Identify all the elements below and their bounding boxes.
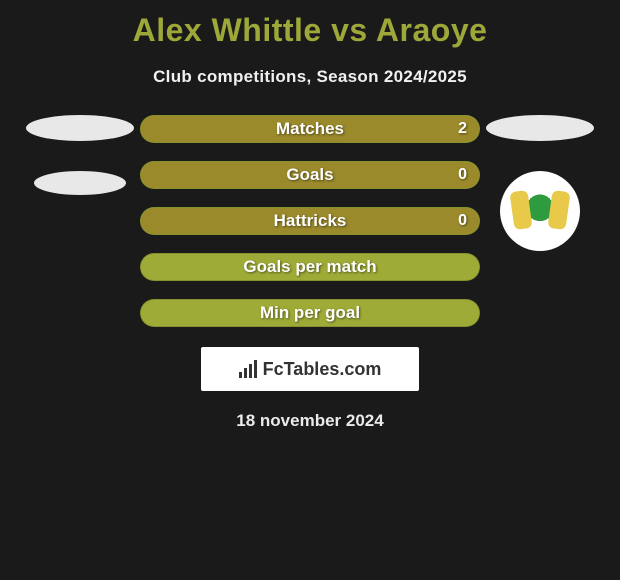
stat-bar-value: 0 xyxy=(458,212,467,230)
subtitle: Club competitions, Season 2024/2025 xyxy=(153,67,467,87)
left-player-col xyxy=(20,115,140,195)
watermark-text: FcTables.com xyxy=(263,359,382,380)
player-silhouette-top xyxy=(486,115,594,141)
stat-bar: Goals per match xyxy=(140,253,480,281)
stat-bar: Matches 2 xyxy=(140,115,480,143)
stat-bar-label: Goals per match xyxy=(243,257,376,277)
date-label: 18 november 2024 xyxy=(236,411,383,431)
stat-bar-label: Hattricks xyxy=(274,211,347,231)
stat-bar-value: 0 xyxy=(458,166,467,184)
club-logo xyxy=(500,171,580,251)
stat-bar: Goals 0 xyxy=(140,161,480,189)
page-title: Alex Whittle vs Araoye xyxy=(133,12,488,49)
stat-bar-label: Matches xyxy=(276,119,344,139)
stat-bar-label: Goals xyxy=(286,165,333,185)
player-silhouette-top xyxy=(26,115,134,141)
stat-bar-label: Min per goal xyxy=(260,303,360,323)
bar-chart-icon xyxy=(239,360,257,378)
player-silhouette-bottom xyxy=(34,171,126,195)
watermark: FcTables.com xyxy=(201,347,419,391)
stat-bar-value: 2 xyxy=(458,120,467,138)
right-player-col xyxy=(480,115,600,251)
club-logo-inner xyxy=(508,179,572,243)
stat-bar: Hattricks 0 xyxy=(140,207,480,235)
comparison-card: Alex Whittle vs Araoye Club competitions… xyxy=(0,0,620,439)
comparison-row: Matches 2 Goals 0 Hattricks 0 Goals per match M… xyxy=(0,115,620,327)
stat-bars: Matches 2 Goals 0 Hattricks 0 Goals per match M… xyxy=(140,115,480,327)
stat-bar: Min per goal xyxy=(140,299,480,327)
